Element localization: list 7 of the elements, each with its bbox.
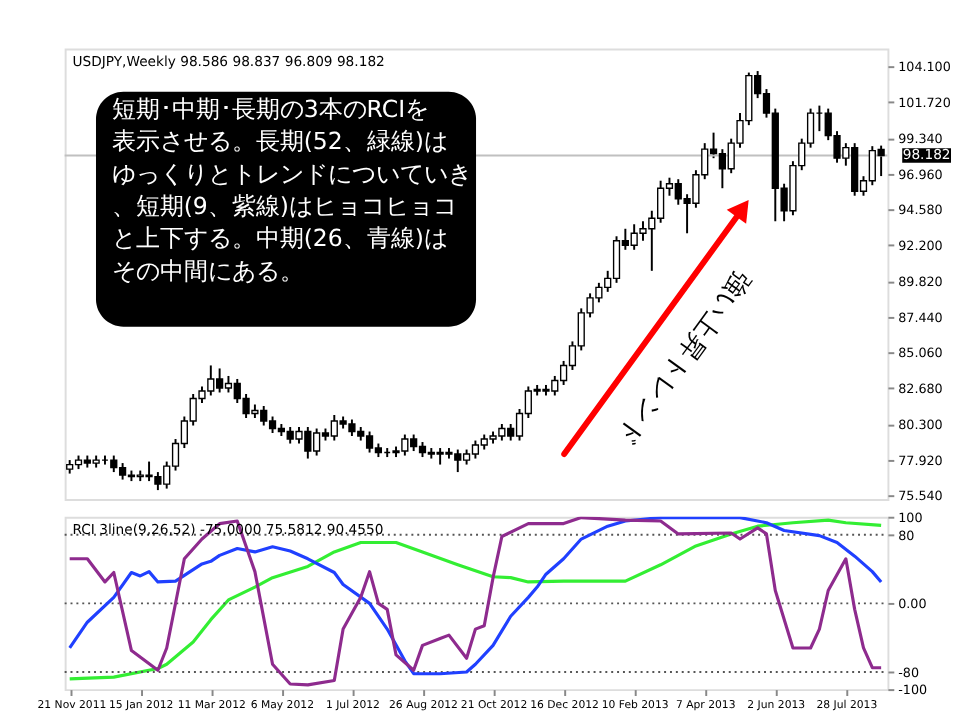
candlestick [471,439,480,460]
candlestick [639,220,647,242]
annotation: 強い上昇トレンド [609,264,757,451]
candlestick [612,235,621,284]
candlestick [877,144,885,178]
candlestick [365,430,374,454]
annotation: 短期･中期･長期の3本のRCIを表示させる。長期(52、緑線)はゆっくりとトレンドについていき、短期(9、紫線)はヒョコヒョコと上下する。中期(26、青線)はその中間にある。 [111,95,472,285]
